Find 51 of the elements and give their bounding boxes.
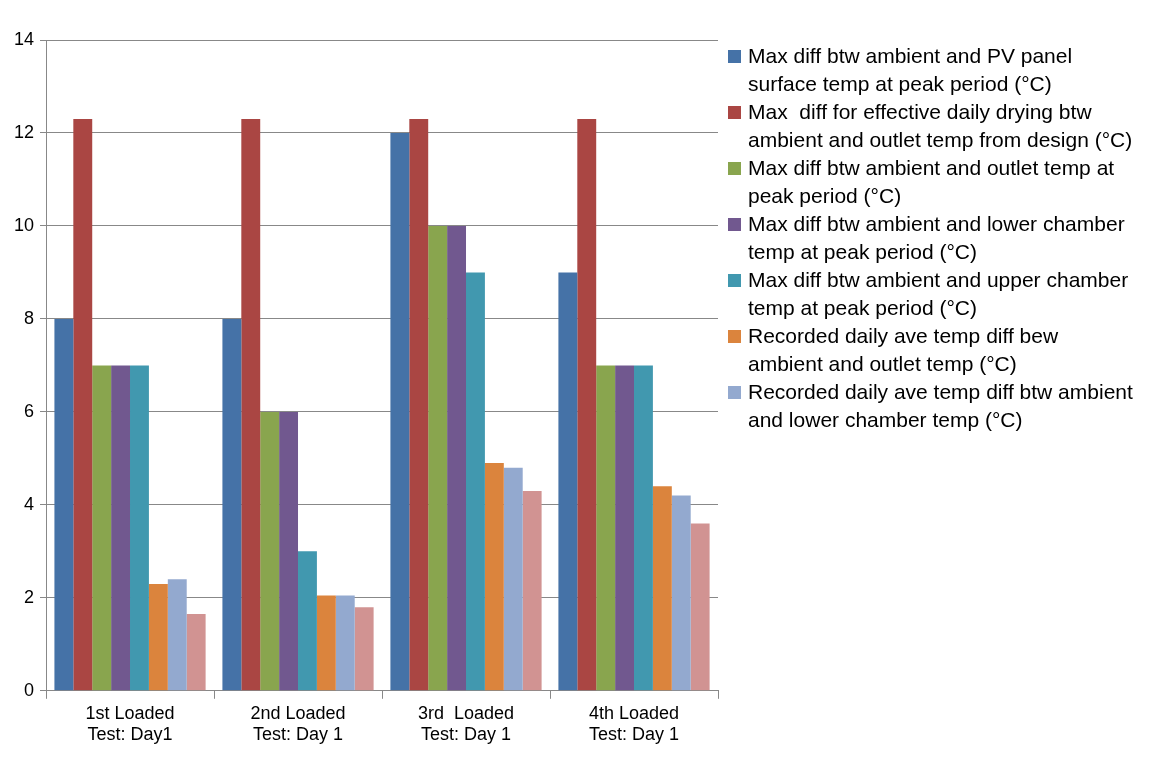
bar	[354, 607, 374, 691]
x-tick-label: 4th Loaded Test: Day 1	[588, 702, 680, 745]
bar	[186, 614, 206, 691]
bar	[390, 132, 410, 691]
bar	[522, 490, 542, 691]
legend-label: Max diff btw ambient and outlet temp at peak period (°C)	[748, 155, 1116, 209]
bar	[148, 583, 168, 691]
legend-label: Max diff for effective daily drying btw ambient and outlet temp from design (°C)	[748, 99, 1134, 153]
bar	[634, 365, 653, 691]
bar	[447, 225, 467, 691]
bar	[298, 551, 317, 691]
bar	[671, 495, 691, 691]
bar	[690, 523, 710, 691]
bar	[316, 595, 336, 691]
bar	[222, 318, 242, 691]
bar	[279, 411, 299, 691]
bar	[409, 119, 429, 691]
bar	[558, 272, 578, 691]
y-tick-label: 6	[24, 400, 35, 421]
bar	[484, 463, 504, 691]
bar	[466, 272, 485, 691]
legend-label: Max diff btw ambient and PV panel surface temp at peak period (°C)	[748, 43, 1074, 97]
bar	[615, 365, 634, 691]
legend-label: Max diff btw ambient and lower chamber temp at peak period (°C)	[748, 211, 1126, 265]
legend-label: Max diff btw ambient and upper chamber temp at peak period (°C)	[748, 267, 1130, 321]
legend-label: Recorded daily ave temp diff btw ambient and lower chamber temp (°C)	[748, 379, 1134, 433]
y-tick-label: 12	[13, 121, 35, 142]
bar	[577, 119, 597, 691]
bar	[92, 365, 112, 691]
bar	[503, 467, 523, 691]
x-tick-label: 2nd Loaded Test: Day 1	[250, 702, 346, 745]
y-tick-label: 2	[24, 586, 35, 607]
bar	[241, 119, 261, 691]
y-tick-label: 14	[13, 28, 35, 49]
bar	[54, 318, 74, 691]
y-tick-label: 8	[24, 307, 35, 328]
bar	[335, 595, 355, 691]
y-tick-label: 0	[24, 679, 35, 700]
legend-label: Recorded daily ave temp diff bew ambient and outlet temp (°C)	[748, 323, 1060, 377]
bar	[111, 365, 131, 691]
bar	[130, 365, 149, 691]
bar	[260, 411, 280, 691]
y-tick-label: 4	[24, 493, 35, 514]
bar	[73, 119, 93, 691]
bar	[652, 486, 672, 691]
bar	[167, 579, 187, 691]
x-tick-label: 1st Loaded Test: Day1	[85, 702, 175, 745]
bar	[428, 225, 448, 691]
bar	[596, 365, 616, 691]
y-tick-label: 10	[13, 214, 35, 235]
x-tick-label: 3rd Loaded Test: Day 1	[417, 702, 515, 745]
